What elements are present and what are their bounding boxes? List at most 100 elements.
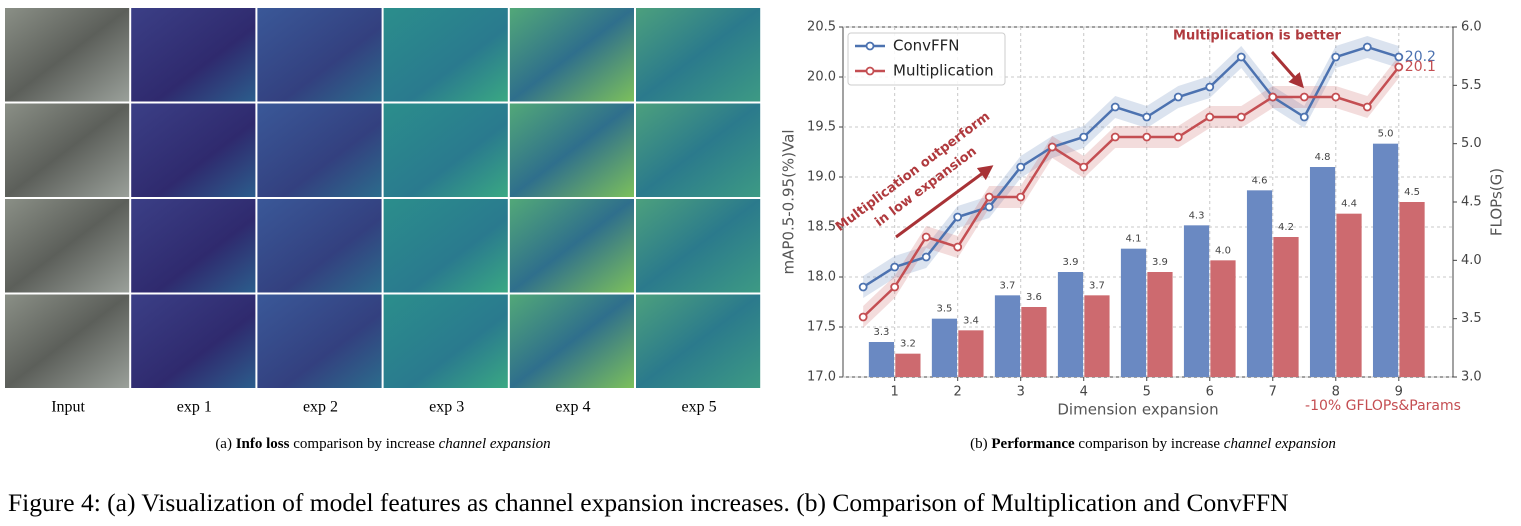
bar (895, 353, 921, 377)
bar-value-label: 3.7 (1089, 280, 1105, 291)
point (1331, 92, 1341, 102)
feature-tile (383, 103, 508, 197)
end-label: 20.1 (1405, 59, 1436, 75)
bar (1084, 295, 1110, 377)
y-tick-label: 18.5 (807, 220, 836, 235)
bar-value-label: 4.3 (1189, 210, 1205, 221)
y2-tick-label: 5.0 (1461, 136, 1482, 151)
caption-part: comparison by increase (1075, 436, 1224, 452)
bar-value-label: 5.0 (1378, 129, 1394, 140)
point (890, 262, 900, 272)
point (1079, 132, 1089, 142)
y2-tick-label: 5.5 (1461, 78, 1482, 93)
point (1079, 162, 1089, 172)
bar-value-label: 3.5 (937, 304, 953, 315)
feature-tile (131, 294, 256, 388)
feature-tile (636, 199, 761, 293)
bar (868, 342, 895, 377)
bar-value-label: 4.1 (1126, 234, 1142, 245)
y2-axis-label: FLOPs(G) (1488, 168, 1506, 236)
x-tick-label: 8 (1332, 385, 1340, 400)
bar (994, 295, 1021, 377)
point (1362, 42, 1372, 52)
bar (1057, 272, 1084, 377)
point (1110, 132, 1120, 142)
column-label: exp 3 (429, 399, 464, 416)
bar (1210, 260, 1236, 377)
feature-tile (131, 8, 256, 102)
bar-value-label: 3.2 (900, 339, 916, 350)
legend-label: Multiplication (893, 62, 994, 80)
feature-tile (257, 294, 382, 388)
feature-tile (383, 8, 508, 102)
y-axis-label: mAP0.5-0.95(%)Val (780, 130, 798, 275)
feature-tile (131, 103, 256, 197)
caption-part: Performance (991, 436, 1075, 452)
feature-tile (5, 199, 130, 293)
point (1299, 92, 1309, 102)
point (1394, 62, 1404, 72)
y2-tick-label: 4.0 (1461, 253, 1482, 268)
bar-value-label: 3.4 (963, 315, 979, 326)
point (1236, 112, 1246, 122)
column-label: exp 5 (682, 399, 717, 416)
feature-tile (509, 8, 634, 102)
column-label: exp 1 (177, 399, 212, 416)
feature-grid (5, 8, 761, 388)
feature-tile (509, 294, 634, 388)
feature-tile (5, 8, 130, 102)
feature-tile (5, 103, 130, 197)
bar-value-label: 4.5 (1404, 187, 1420, 198)
point (890, 282, 900, 292)
point (1394, 52, 1404, 62)
caption-part: channel expansion (1224, 436, 1336, 452)
annotation-arrow (1270, 51, 1304, 89)
bar-value-label: 4.4 (1341, 199, 1357, 210)
x-tick-label: 2 (954, 385, 962, 400)
y2-tick-label: 6.0 (1461, 20, 1482, 35)
caption-a: (a) Info loss comparison by increase cha… (215, 436, 550, 452)
line (862, 66, 1400, 318)
feature-tile (257, 8, 382, 102)
x-tick-label: 3 (1017, 385, 1025, 400)
bar-value-label: 4.0 (1215, 245, 1231, 256)
bar (1246, 190, 1273, 377)
annotation: Multiplication is better (1173, 29, 1341, 44)
point (1016, 192, 1026, 202)
y-tick-label: 17.0 (807, 370, 836, 385)
bar-value-label: 3.6 (1026, 292, 1042, 303)
feature-tile (383, 199, 508, 293)
y-tick-label: 20.5 (807, 20, 836, 35)
figure-caption: Figure 4: (a) Visualization of model fea… (8, 488, 1289, 517)
bar (1147, 272, 1173, 377)
feature-tile (509, 199, 634, 293)
y2-tick-label: 3.5 (1461, 311, 1482, 326)
point (1205, 112, 1215, 122)
feature-tile (131, 199, 256, 293)
column-label: Input (51, 399, 85, 416)
bar (1372, 143, 1399, 377)
column-label: exp 2 (303, 399, 338, 416)
legend-marker (865, 66, 875, 76)
point (1299, 112, 1309, 122)
legend-label: ConvFFN (893, 37, 960, 55)
bar (1273, 237, 1299, 377)
confidence-band (863, 36, 1399, 298)
bar (958, 330, 984, 377)
bar (1309, 167, 1336, 377)
point (858, 312, 868, 322)
point (1173, 132, 1183, 142)
feature-tile (636, 103, 761, 197)
bar (1021, 307, 1047, 377)
feature-tile (5, 294, 130, 388)
point (921, 232, 931, 242)
feature-tile (257, 103, 382, 197)
caption-part: channel expansion (439, 436, 551, 452)
feature-tile (257, 199, 382, 293)
caption-part: (b) (970, 436, 991, 452)
point (1236, 52, 1246, 62)
bar-value-label: 3.7 (1000, 280, 1016, 291)
bar (1183, 225, 1210, 377)
y2-tick-label: 4.5 (1461, 195, 1482, 210)
x-tick-label: 6 (1206, 385, 1214, 400)
